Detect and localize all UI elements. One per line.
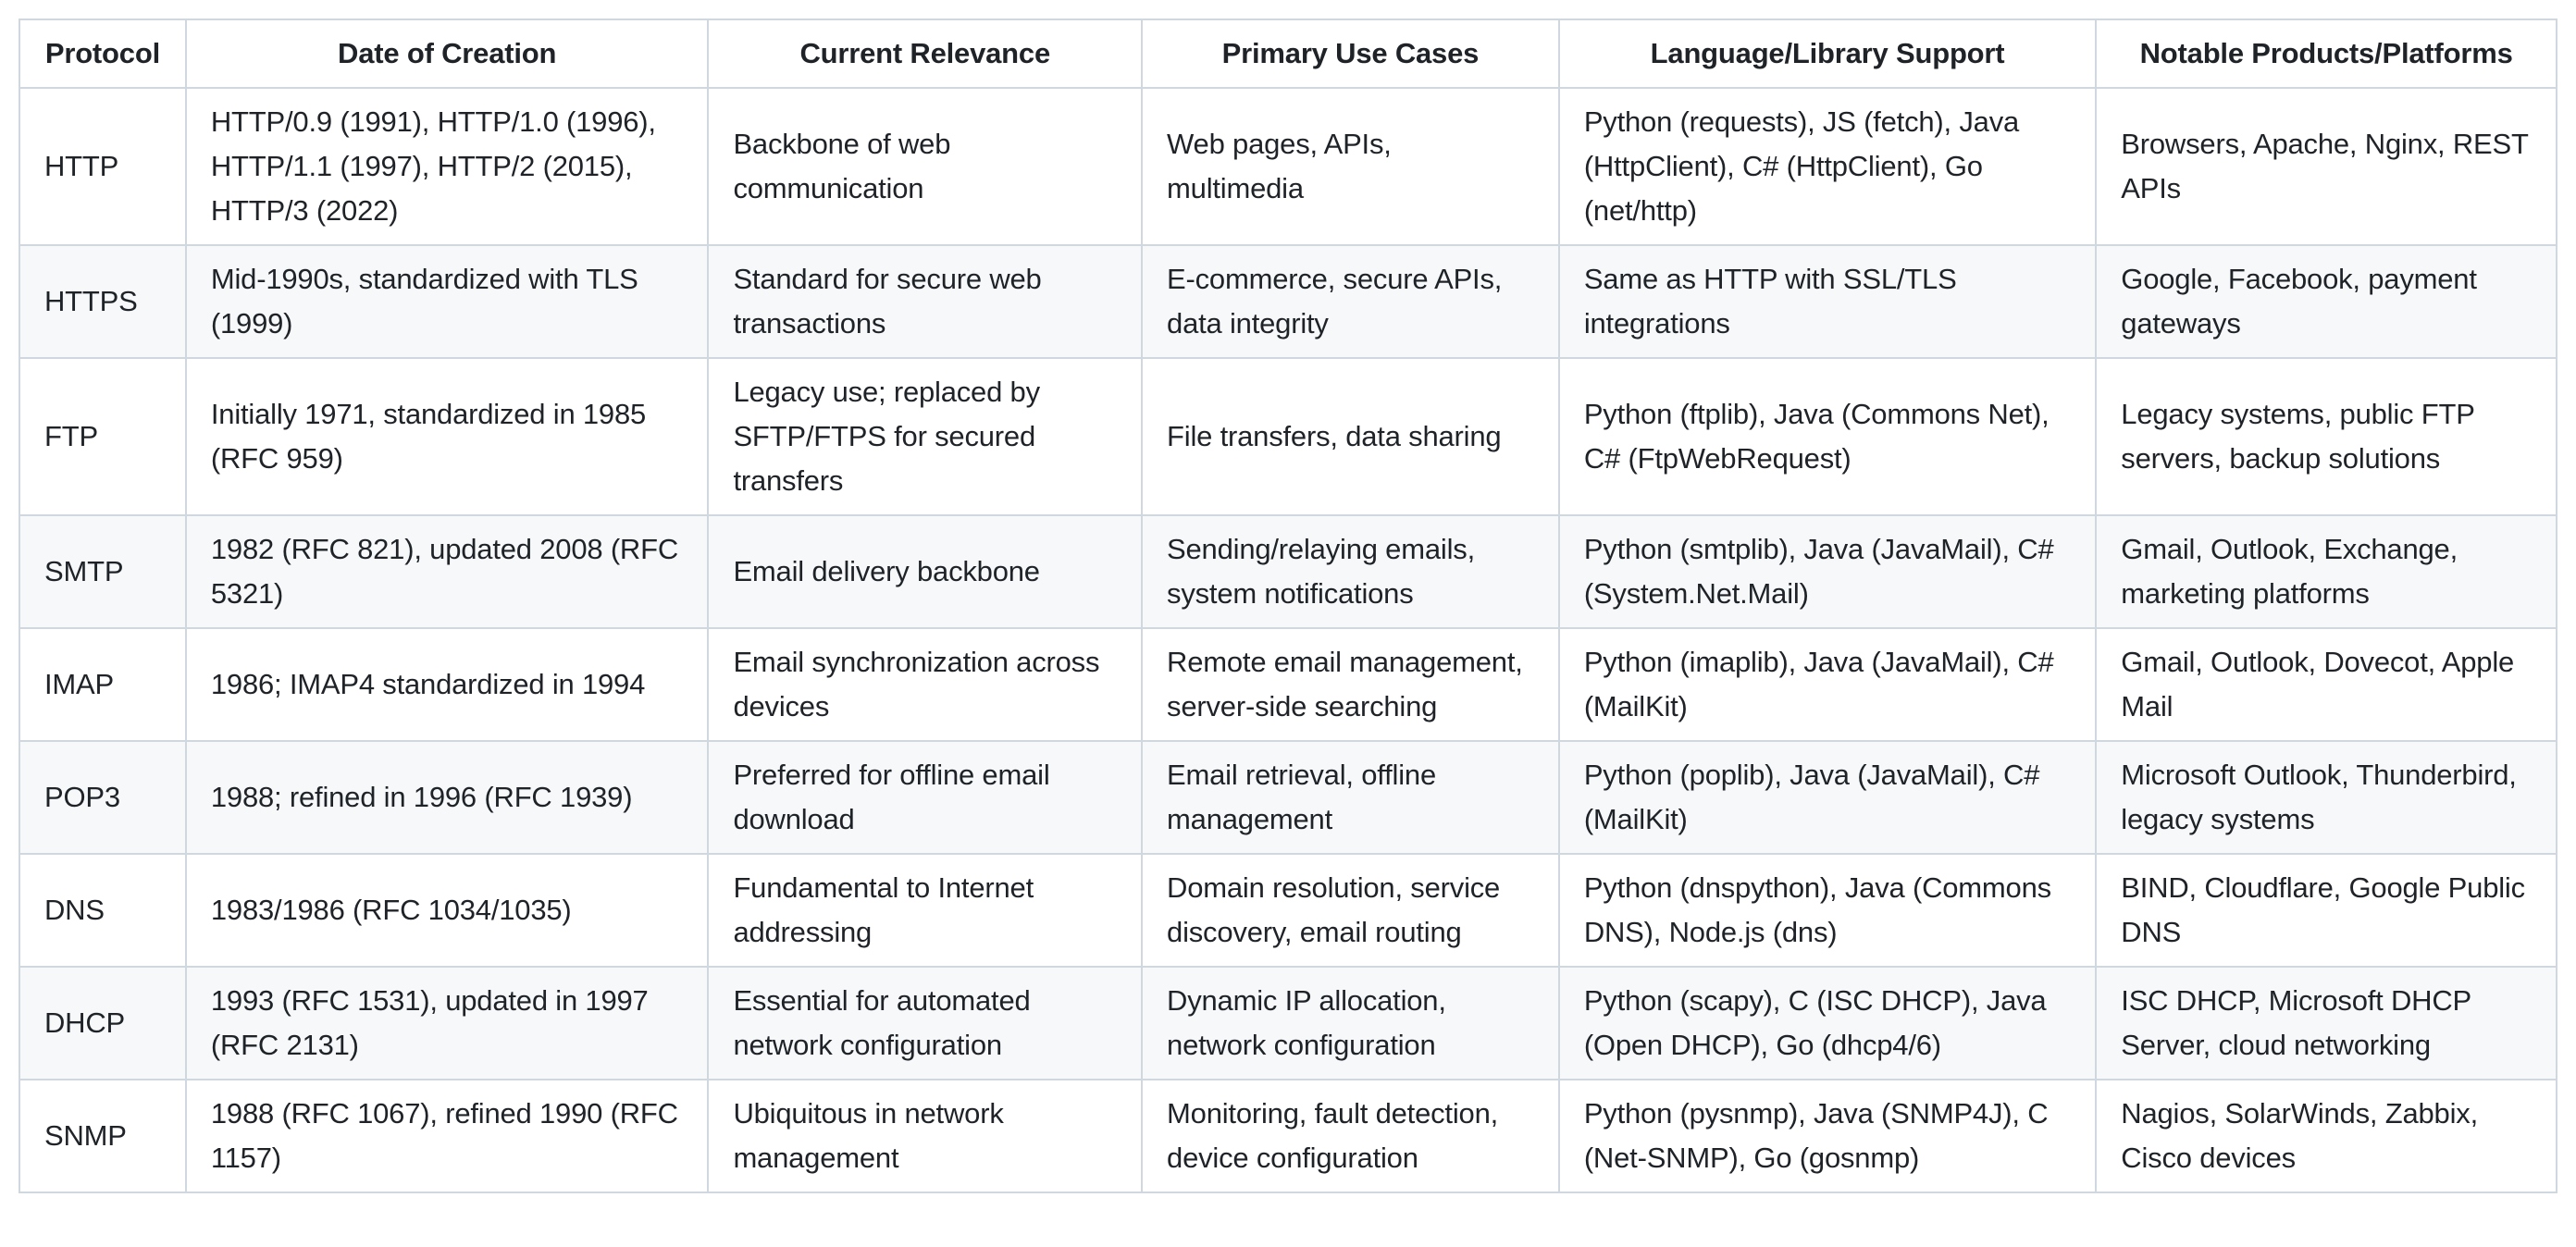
table-cell: Mid-1990s, standardized with TLS (1999) [184,244,710,359]
table-row-pop3: POP3 1988; refined in 1996 (RFC 1939) Pref… [19,740,2557,855]
table-cell: Email synchronization across devices [707,627,1144,742]
table-cell: Same as HTTP with SSL/TLS integrations [1557,244,2098,359]
table-cell: Preferred for offline email download [707,740,1144,855]
table-cell: Browsers, Apache, Nginx, REST APIs [2095,87,2557,246]
table-cell: Python (ftplib), Java (Commons Net), C# … [1557,357,2098,516]
table-row-imap: IMAP 1986; IMAP4 standardized in 1994 Emai… [19,627,2557,742]
table-row-http: HTTP HTTP/0.9 (1991), HTTP/1.0 (1996), HT… [19,87,2557,246]
table-cell: Microsoft Outlook, Thunderbird, legacy s… [2095,740,2557,855]
column-header-current-relevance: Current Relevance [707,19,1144,89]
table-cell: Dynamic IP allocation, network configura… [1141,966,1560,1080]
table-body: HTTP HTTP/0.9 (1991), HTTP/1.0 (1996), HT… [19,87,2557,1193]
table-header-row: Protocol Date of Creation Current Relevanc… [19,19,2557,89]
table-cell: Remote email management, server-side sea… [1141,627,1560,742]
table-cell: Legacy systems, public FTP servers, back… [2095,357,2557,516]
table-cell: Python (imaplib), Java (JavaMail), C# (M… [1557,627,2098,742]
protocol-cell: SNMP [19,1079,187,1193]
table-row-dns: DNS 1983/1986 (RFC 1034/1035) Fundamental … [19,853,2557,968]
table-cell: Legacy use; replaced by SFTP/FTPS for se… [707,357,1144,516]
table-cell: Gmail, Outlook, Exchange, marketing plat… [2095,514,2557,629]
protocol-cell: POP3 [19,740,187,855]
table-cell: File transfers, data sharing [1141,357,1560,516]
table-row-snmp: SNMP 1988 (RFC 1067), refined 1990 (RFC 1… [19,1079,2557,1193]
table-cell: Initially 1971, standardized in 1985 (RF… [184,357,710,516]
table-row-https: HTTPS Mid-1990s, standardized with TLS (1… [19,244,2557,359]
protocol-cell: HTTPS [19,244,187,359]
column-header-protocol: Protocol [19,19,187,89]
table-cell: 1982 (RFC 821), updated 2008 (RFC 5321) [184,514,710,629]
table-cell: Email delivery backbone [707,514,1144,629]
table-row-ftp: FTP Initially 1971, standardized in 1985 … [19,357,2557,516]
table-cell: 1986; IMAP4 standardized in 1994 [184,627,710,742]
protocol-cell: FTP [19,357,187,516]
table-cell: Essential for automated network configur… [707,966,1144,1080]
table-cell: Python (poplib), Java (JavaMail), C# (Ma… [1557,740,2098,855]
table-cell: Python (smtplib), Java (JavaMail), C# (S… [1557,514,2098,629]
table-cell: Python (pysnmp), Java (SNMP4J), C (Net-S… [1557,1079,2098,1193]
column-header-date-of-creation: Date of Creation [184,19,710,89]
table-cell: Python (requests), JS (fetch), Java (Htt… [1557,87,2098,246]
table-cell: Email retrieval, offline management [1141,740,1560,855]
column-header-notable-products-platforms: Notable Products/Platforms [2095,19,2557,89]
table-cell: Standard for secure web transactions [707,244,1144,359]
column-header-primary-use-cases: Primary Use Cases [1141,19,1560,89]
table-cell: ISC DHCP, Microsoft DHCP Server, cloud n… [2095,966,2557,1080]
table-cell: Fundamental to Internet addressing [707,853,1144,968]
column-header-language-library-support: Language/Library Support [1557,19,2098,89]
table-cell: Sending/relaying emails, system notifica… [1141,514,1560,629]
table-cell: Nagios, SolarWinds, Zabbix, Cisco device… [2095,1079,2557,1193]
table-cell: Google, Facebook, payment gateways [2095,244,2557,359]
protocol-cell: DNS [19,853,187,968]
table-cell: Backbone of web communication [707,87,1144,246]
table-cell: Domain resolution, service discovery, em… [1141,853,1560,968]
protocol-cell: DHCP [19,966,187,1080]
table-cell: Gmail, Outlook, Dovecot, Apple Mail [2095,627,2557,742]
table-cell: Web pages, APIs, multimedia [1141,87,1560,246]
table-cell: Ubiquitous in network management [707,1079,1144,1193]
table-row-smtp: SMTP 1982 (RFC 821), updated 2008 (RFC 53… [19,514,2557,629]
table-cell: 1983/1986 (RFC 1034/1035) [184,853,710,968]
table-row-dhcp: DHCP 1993 (RFC 1531), updated in 1997 (RF… [19,966,2557,1080]
table-cell: 1993 (RFC 1531), updated in 1997 (RFC 21… [184,966,710,1080]
table-cell: HTTP/0.9 (1991), HTTP/1.0 (1996), HTTP/1… [184,87,710,246]
table-cell: E-commerce, secure APIs, data integrity [1141,244,1560,359]
protocol-cell: IMAP [19,627,187,742]
protocols-table: Protocol Date of Creation Current Relevanc… [19,19,2557,1193]
table-cell: Monitoring, fault detection, device conf… [1141,1079,1560,1193]
table-cell: Python (dnspython), Java (Commons DNS), … [1557,853,2098,968]
table-cell: Python (scapy), C (ISC DHCP), Java (Open… [1557,966,2098,1080]
protocol-cell: SMTP [19,514,187,629]
table-cell: 1988 (RFC 1067), refined 1990 (RFC 1157) [184,1079,710,1193]
table-cell: BIND, Cloudflare, Google Public DNS [2095,853,2557,968]
protocol-cell: HTTP [19,87,187,246]
table-cell: 1988; refined in 1996 (RFC 1939) [184,740,710,855]
